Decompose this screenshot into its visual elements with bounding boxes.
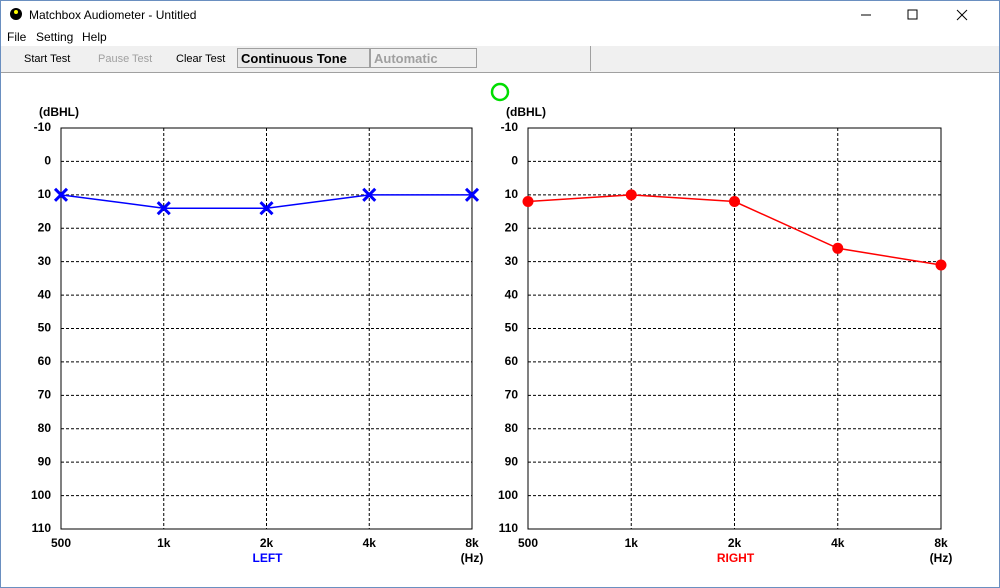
x-tick-label: 2k [728, 536, 742, 550]
x-stroke [259, 201, 274, 216]
y-tick-label: 90 [505, 454, 519, 468]
y-tick-label: 0 [511, 154, 518, 168]
menu-item[interactable]: Help [82, 30, 107, 44]
ear-label: LEFT [253, 551, 284, 565]
x-marker [259, 201, 274, 216]
x-marker [156, 201, 171, 216]
x-tick-label: 4k [363, 536, 377, 550]
start-button[interactable]: Start Test [24, 53, 71, 65]
x-stroke [156, 201, 171, 216]
y-tick-label: 100 [498, 488, 518, 502]
x-stroke [362, 187, 377, 202]
y-tick-label: 10 [38, 187, 52, 201]
clear-button[interactable]: Clear Test [176, 53, 226, 65]
x-tick-label: 500 [518, 536, 538, 550]
ear-label: RIGHT [717, 551, 755, 565]
x-stroke [53, 187, 69, 202]
x-stroke [464, 187, 480, 202]
circle-marker [832, 242, 844, 254]
menu-item[interactable]: Setting [36, 30, 74, 44]
y-tick-label: 40 [505, 287, 519, 301]
menu-item[interactable]: File [7, 30, 27, 44]
y-tick-label: 90 [38, 454, 52, 468]
toolbar: Start Test Pause Test Clear Test Continu… [1, 46, 999, 73]
y-tick-label: 40 [38, 287, 52, 301]
y-tick-label: 50 [505, 321, 519, 335]
circle-marker [729, 196, 740, 208]
x-marker [464, 187, 480, 202]
mode-value: Automatic [374, 51, 438, 66]
y-tick-label: 30 [505, 254, 519, 268]
y-axis-unit: (dBHL) [506, 105, 546, 119]
y-axis-unit: (dBHL) [39, 105, 79, 119]
plot-frame [527, 127, 942, 530]
x-tick-label: 8k [465, 536, 479, 550]
y-tick-label: 110 [499, 521, 519, 535]
x-tick-label: 1k [157, 536, 171, 550]
y-tick-label: 70 [505, 388, 519, 402]
y-tick-label: 0 [44, 154, 51, 168]
y-tick-label: 60 [38, 354, 52, 368]
window-controls[interactable] [859, 1, 999, 29]
y-tick-label: 70 [38, 388, 52, 402]
x-tick-label: 500 [51, 536, 71, 550]
x-tick-label: 4k [831, 536, 845, 550]
y-tick-label: 100 [31, 488, 51, 502]
y-tick-label: 80 [505, 421, 519, 435]
y-tick-label: 20 [38, 220, 52, 234]
tone-dropdown[interactable]: Continuous Tone [237, 48, 370, 68]
y-tick-label: -10 [501, 120, 519, 134]
plot-frame [60, 127, 473, 530]
toolbar-separator [590, 46, 591, 71]
x-tick-label: 2k [260, 536, 274, 550]
circle-marker [625, 189, 637, 201]
menu-bar: File Setting Help [1, 29, 999, 46]
y-tick-label: 110 [32, 521, 52, 535]
circle-marker [935, 259, 947, 271]
x-tick-label: 1k [625, 536, 639, 550]
x-axis-unit: (Hz) [930, 551, 953, 565]
status-indicator [490, 82, 510, 102]
y-tick-label: 20 [505, 220, 519, 234]
y-tick-label: 60 [505, 354, 519, 368]
title-bar: Matchbox Audiometer - Untitled [1, 1, 999, 29]
app-icon [10, 8, 22, 20]
y-tick-label: 50 [38, 321, 52, 335]
y-tick-label: 10 [505, 187, 519, 201]
tone-value: Continuous Tone [241, 51, 347, 66]
y-tick-label: -10 [34, 120, 52, 134]
pause-button: Pause Test [98, 53, 153, 65]
x-tick-label: 8k [934, 536, 948, 550]
mode-dropdown: Automatic [370, 48, 477, 68]
x-axis-unit: (Hz) [461, 551, 484, 565]
circle-marker [522, 196, 534, 208]
y-tick-label: 80 [38, 421, 52, 435]
y-tick-label: 30 [38, 254, 52, 268]
x-marker [362, 187, 377, 202]
window-title: Matchbox Audiometer - Untitled [29, 8, 197, 22]
x-marker [53, 187, 69, 202]
